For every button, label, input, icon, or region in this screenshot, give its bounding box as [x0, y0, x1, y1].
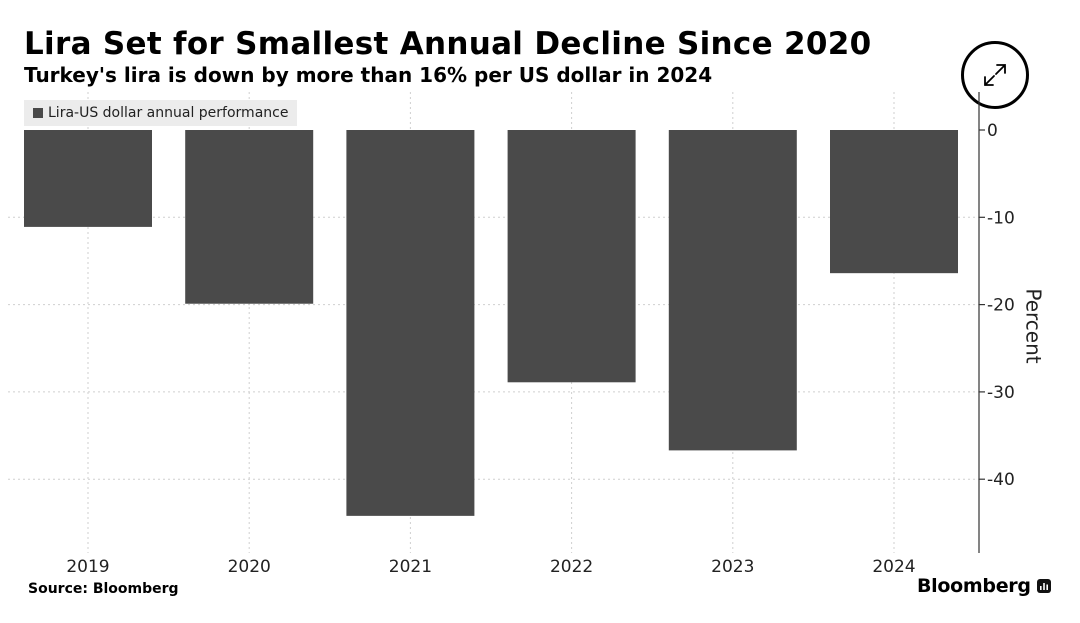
x-tick-label: 2023	[711, 557, 754, 577]
chart-subtitle: Turkey's lira is down by more than 16% p…	[24, 63, 713, 87]
legend-swatch	[33, 108, 43, 118]
x-tick-label: 2024	[872, 557, 915, 577]
y-tick-label: -10	[987, 208, 1015, 228]
x-tick-label: 2020	[228, 557, 271, 577]
bar-2024	[830, 130, 958, 274]
y-tick-label: -40	[987, 470, 1015, 490]
y-axis-title: Percent	[1022, 288, 1046, 363]
bar-2021	[346, 130, 475, 516]
expand-button[interactable]	[961, 41, 1029, 109]
y-tick-label: 0	[987, 121, 998, 141]
x-tick-label: 2022	[550, 557, 593, 577]
bar-2022	[507, 130, 636, 383]
bar-2019	[24, 130, 152, 227]
brand-name: Bloomberg	[917, 575, 1031, 597]
y-tick-label: -20	[987, 296, 1015, 316]
bar-2020	[185, 130, 314, 304]
bar-2023	[668, 130, 797, 451]
chart-title: Lira Set for Smallest Annual Decline Sin…	[24, 26, 872, 62]
expand-icon	[984, 64, 1006, 86]
x-tick-label: 2019	[66, 557, 109, 577]
legend: Lira-US dollar annual performance	[24, 100, 298, 126]
x-tick-label: 2021	[389, 557, 432, 577]
legend-label: Lira-US dollar annual performance	[48, 105, 289, 121]
brand-logo: Bloomberg	[917, 575, 1051, 597]
y-tick-label: -30	[987, 383, 1015, 403]
bloomberg-chart-icon	[1036, 579, 1051, 593]
source-note: Source: Bloomberg	[28, 581, 179, 597]
